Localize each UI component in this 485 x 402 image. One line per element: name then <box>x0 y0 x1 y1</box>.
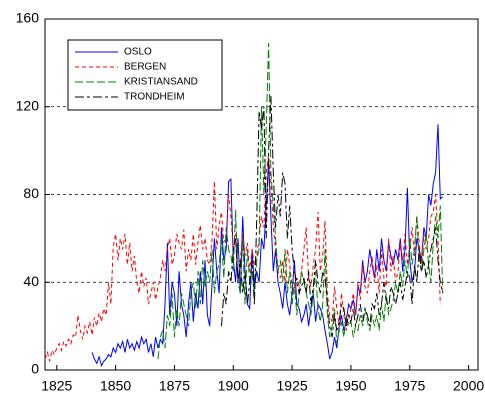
legend-label: TRONDHEIM <box>124 92 185 103</box>
x-tick-label: 1900 <box>218 378 249 394</box>
x-tick-label: 1975 <box>394 378 425 394</box>
series-line <box>44 154 441 362</box>
series-line <box>157 43 444 360</box>
x-tick-label: 1875 <box>159 378 190 394</box>
y-tick-label: 160 <box>16 10 40 26</box>
legend: OSLO BERGEN KRISTIANSAND TRONDHEIM <box>67 39 223 111</box>
y-tick-label: 0 <box>31 361 39 377</box>
x-tick-label: 1825 <box>41 378 72 394</box>
y-tick-label: 80 <box>23 185 39 201</box>
x-tick-label: 1850 <box>100 378 131 394</box>
y-tick-label: 120 <box>16 97 40 113</box>
x-tick-label: 2000 <box>453 378 484 394</box>
x-tick-label: 1925 <box>277 378 308 394</box>
x-tick-label: 1950 <box>335 378 366 394</box>
series-line <box>221 95 444 338</box>
legend-label: KRISTIANSAND <box>124 77 198 88</box>
legend-label: BERGEN <box>124 62 166 73</box>
y-tick-label: 40 <box>23 273 39 289</box>
legend-label: OSLO <box>124 47 152 58</box>
